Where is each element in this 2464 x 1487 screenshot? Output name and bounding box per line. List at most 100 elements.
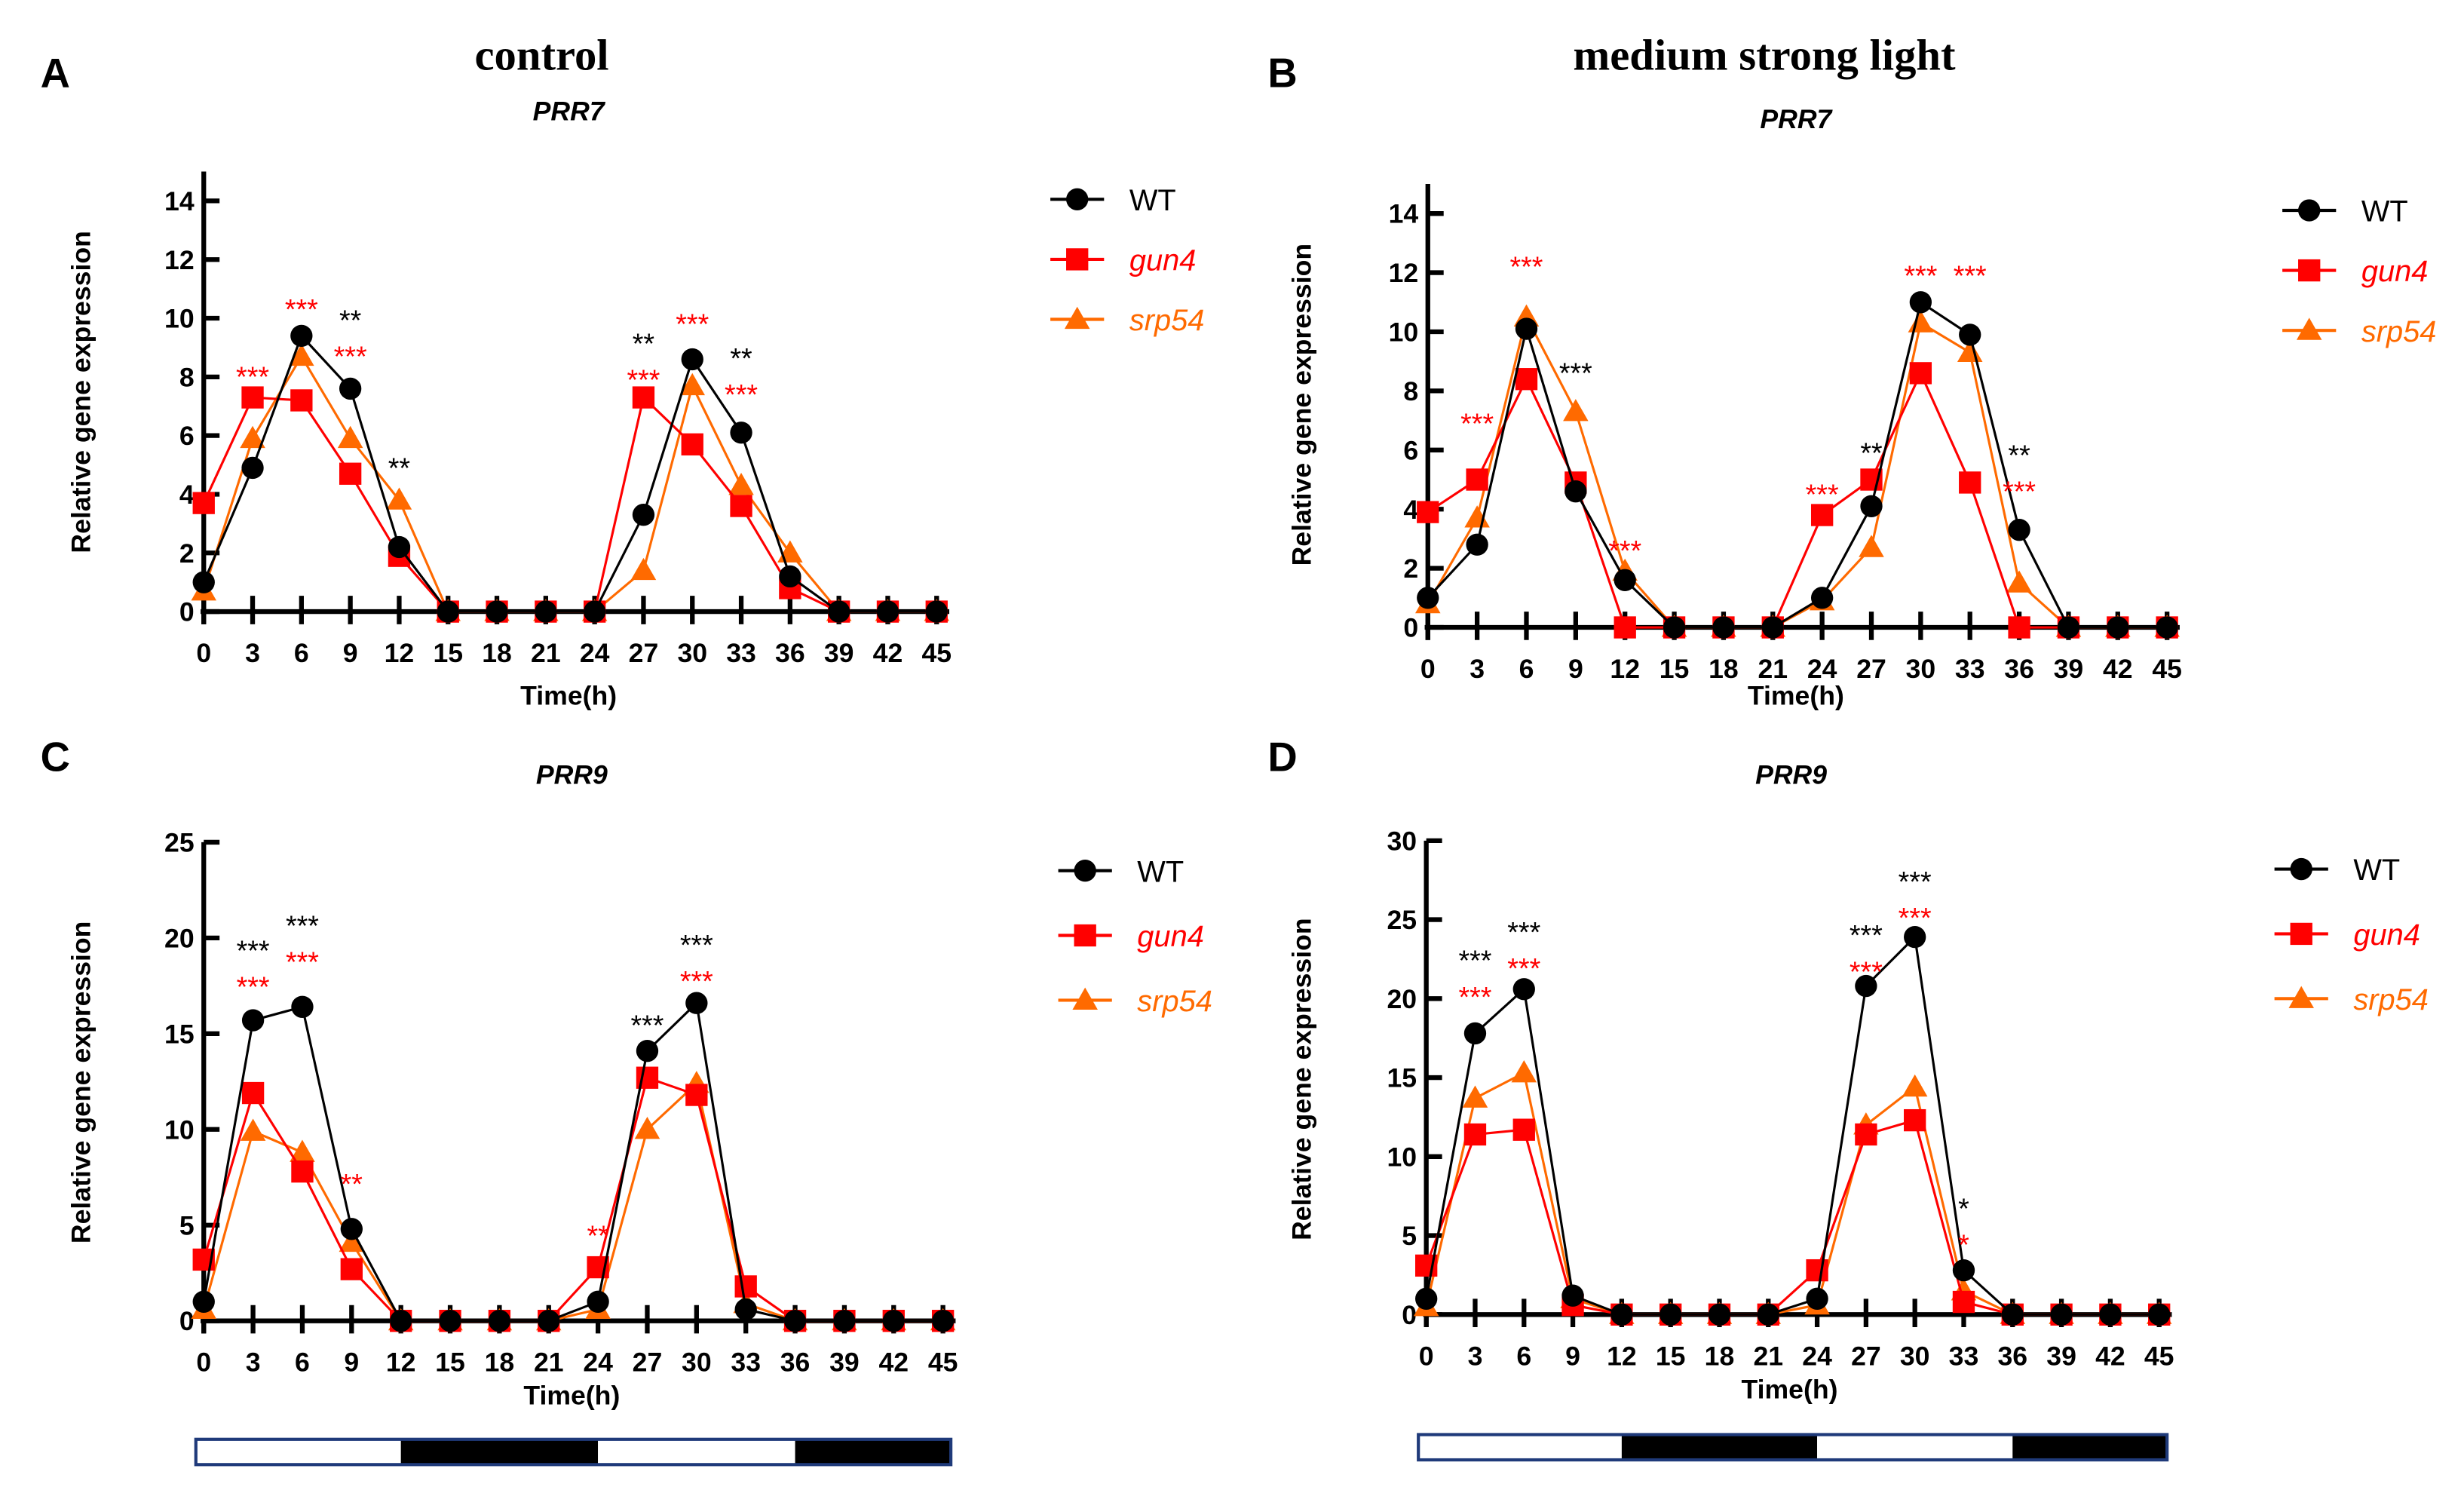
photoperiod-light — [1817, 1434, 2013, 1461]
data-point-gun4 — [1463, 1123, 1487, 1146]
data-point-gun4 — [730, 495, 752, 517]
y-tick-label: 10 — [1387, 1142, 1417, 1172]
data-point-wt — [488, 1310, 511, 1332]
data-point-wt — [1855, 974, 1877, 998]
x-tick-label: 3 — [1468, 1341, 1483, 1371]
data-point-wt — [1952, 1259, 1975, 1282]
significance-marker: *** — [1559, 357, 1592, 389]
x-tick-label: 21 — [1758, 654, 1788, 684]
x-tick-label: 15 — [433, 638, 463, 668]
data-point-wt — [1466, 533, 1488, 556]
significance-marker: *** — [627, 364, 660, 396]
x-tick-label: 12 — [386, 1347, 416, 1378]
photoperiod-light — [195, 1439, 401, 1465]
x-tick-label: 6 — [294, 638, 309, 668]
x-tick-label: 12 — [385, 638, 415, 668]
significance-marker: ** — [339, 304, 362, 336]
photoperiod-bar — [1417, 1433, 2169, 1462]
legend-item-gun4: gun4 — [1050, 244, 1196, 277]
data-point-srp54 — [728, 473, 754, 495]
legend-marker-triangle — [1072, 987, 1098, 1010]
significance-marker: *** — [2003, 476, 2036, 507]
y-tick-label: 20 — [164, 923, 195, 953]
data-point-wt — [632, 504, 655, 526]
x-tick-label: 39 — [2046, 1341, 2076, 1371]
y-tick-label: 0 — [179, 1306, 195, 1336]
significance-marker: *** — [237, 971, 270, 1003]
x-tick-label: 27 — [1851, 1341, 1881, 1371]
x-tick-label: 33 — [731, 1347, 761, 1378]
significance-marker: *** — [286, 909, 319, 941]
data-point-wt — [2148, 1303, 2171, 1326]
data-point-srp54 — [240, 1118, 266, 1141]
significance-marker: *** — [1904, 259, 1937, 291]
photoperiod-dark — [795, 1439, 952, 1465]
y-tick-label: 10 — [164, 1114, 195, 1145]
legend-label: WT — [2353, 854, 2400, 887]
data-point-wt — [1565, 480, 1587, 503]
data-point-wt — [1959, 323, 1981, 346]
x-tick-label: 12 — [1607, 1341, 1637, 1371]
x-tick-label: 36 — [1997, 1341, 2027, 1371]
series-wt — [1417, 291, 2178, 639]
x-tick-label: 9 — [344, 1347, 359, 1378]
x-tick-label: 21 — [1753, 1341, 1783, 1371]
data-point-srp54 — [1859, 535, 1884, 557]
legend-item-wt: WT — [1050, 184, 1176, 217]
legend-label: WT — [2361, 195, 2408, 228]
data-point-gun4 — [1806, 1259, 1828, 1282]
x-tick-label: 36 — [775, 638, 805, 668]
legend-item-gun4: gun4 — [2282, 255, 2428, 288]
data-point-wt — [1708, 1303, 1731, 1326]
photoperiod-dark — [2012, 1434, 2168, 1461]
y-tick-label: 25 — [164, 827, 195, 857]
legend-item-srp54: srp54 — [1058, 985, 1212, 1018]
data-point-wt — [1810, 587, 1834, 609]
data-point-gun4 — [1909, 362, 1932, 385]
photoperiod-dark — [400, 1439, 599, 1465]
y-tick-label: 0 — [179, 597, 195, 627]
y-tick-label: 10 — [164, 304, 195, 334]
legend-label: srp54 — [2353, 983, 2429, 1016]
panel-label: B — [1267, 51, 1297, 97]
x-axis-label: Time(h) — [523, 1381, 620, 1411]
data-point-srp54 — [240, 425, 265, 449]
data-point-srp54 — [630, 557, 657, 581]
x-tick-label: 3 — [245, 638, 260, 668]
data-point-gun4 — [1855, 1123, 1877, 1146]
significance-marker: ** — [341, 1168, 363, 1200]
plot-title: PRR9 — [536, 759, 608, 789]
x-tick-label: 9 — [343, 638, 358, 668]
significance-marker: *** — [1460, 407, 1494, 439]
significance-marker: *** — [237, 934, 270, 966]
data-point-wt — [734, 1298, 757, 1321]
y-tick-label: 25 — [1387, 905, 1417, 935]
data-point-gun4 — [1512, 1118, 1535, 1141]
y-tick-label: 2 — [179, 538, 195, 569]
data-point-gun4 — [290, 389, 313, 412]
x-tick-label: 0 — [196, 1347, 211, 1378]
significance-marker: ** — [388, 452, 411, 483]
x-tick-label: 42 — [878, 1347, 909, 1378]
x-tick-label: 27 — [633, 1347, 663, 1378]
x-axis-label: Time(h) — [1748, 681, 1844, 711]
legend-marker-square — [1074, 924, 1096, 947]
y-tick-label: 6 — [179, 421, 195, 451]
data-point-wt — [1660, 1303, 1682, 1326]
x-tick-label: 0 — [1420, 654, 1436, 684]
significance-marker: *** — [1806, 478, 1839, 510]
y-tick-label: 4 — [179, 480, 195, 510]
x-tick-label: 27 — [629, 638, 659, 668]
data-point-wt — [388, 535, 411, 559]
significance-marker: *** — [334, 340, 367, 372]
x-tick-label: 0 — [1419, 1341, 1434, 1371]
series-line-wt — [202, 1000, 943, 1323]
x-tick-label: 15 — [1656, 1341, 1686, 1371]
series-wt — [192, 324, 948, 623]
x-tick-label: 9 — [1565, 1341, 1580, 1371]
photoperiod-border — [1417, 1433, 2169, 1462]
data-point-wt — [1712, 616, 1735, 639]
significance-marker: *** — [236, 361, 269, 393]
data-point-gun4 — [1466, 468, 1488, 491]
